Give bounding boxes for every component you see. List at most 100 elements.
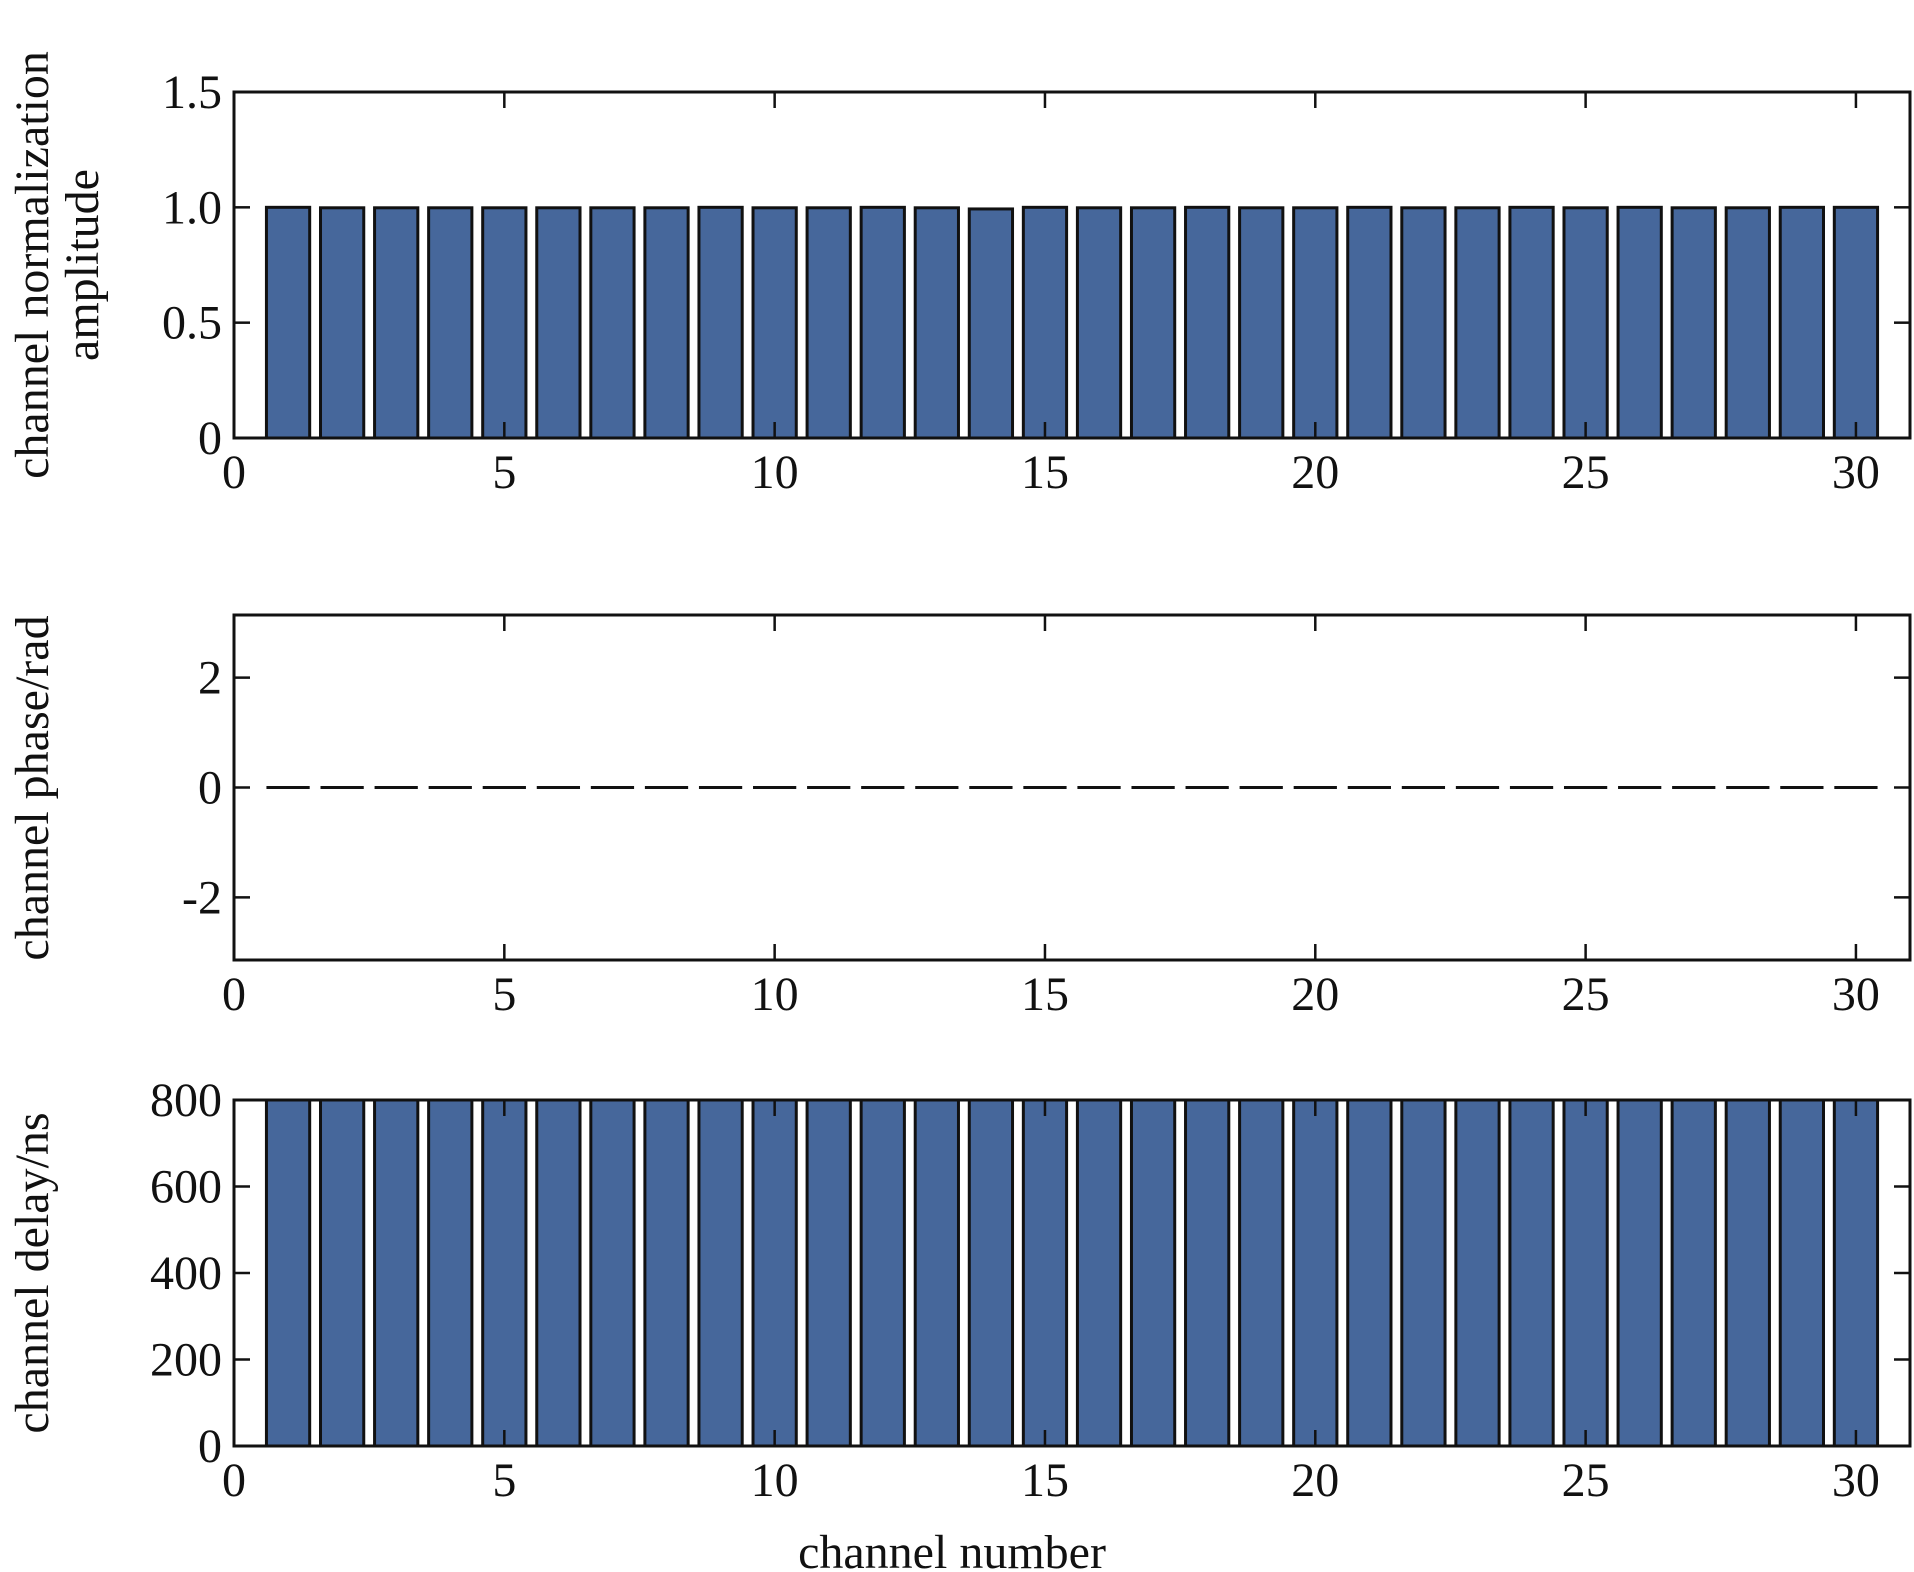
bar xyxy=(1670,1098,1717,1448)
bar xyxy=(1400,206,1447,440)
bar xyxy=(1021,205,1069,440)
bar xyxy=(967,207,1015,440)
y-tick-label: -2 xyxy=(182,871,222,924)
bar xyxy=(1562,1098,1609,1448)
bar xyxy=(805,1098,852,1448)
x-tick-label: 0 xyxy=(222,446,246,499)
bar xyxy=(1129,1098,1177,1448)
bar xyxy=(805,206,852,440)
bar xyxy=(319,206,366,440)
y-axis-label: channel phase/rad xyxy=(6,615,59,960)
x-tick-label: 15 xyxy=(1021,446,1069,499)
bar xyxy=(589,206,636,440)
bar xyxy=(1238,206,1285,440)
bar xyxy=(1021,1098,1069,1448)
bar xyxy=(643,1098,690,1448)
y-tick-label: 0 xyxy=(198,412,222,465)
bar xyxy=(1292,1098,1339,1448)
x-tick-label: 30 xyxy=(1832,968,1880,1021)
x-tick-label: 10 xyxy=(751,446,799,499)
bar xyxy=(319,1098,366,1448)
y-tick-label: 800 xyxy=(150,1074,222,1127)
bar xyxy=(1562,206,1609,440)
bar xyxy=(427,206,474,440)
bar xyxy=(913,1098,960,1448)
bar xyxy=(1292,206,1339,440)
x-tick-label: 30 xyxy=(1832,446,1880,499)
x-tick-label: 0 xyxy=(222,1454,246,1507)
bar xyxy=(1724,206,1771,440)
bar xyxy=(697,1098,744,1448)
bar xyxy=(589,1098,636,1448)
x-tick-label: 5 xyxy=(492,968,516,1021)
bar xyxy=(967,1098,1015,1448)
panel-1: 0 5 10 15 20 25 30 0 0.5 1.0 1.5 channel normalizat… xyxy=(6,51,1912,499)
bar xyxy=(1454,206,1501,440)
bar xyxy=(1670,206,1717,440)
bar xyxy=(1508,205,1555,440)
bar xyxy=(1616,1098,1663,1448)
bar xyxy=(1184,205,1231,440)
x-tick-label: 20 xyxy=(1291,1454,1339,1507)
x-tick-label: 0 xyxy=(222,968,246,1021)
bar xyxy=(1832,1098,1880,1448)
panel-3: 0 5 10 15 20 25 30 0 200 400 600 800 channel delay/n… xyxy=(6,1074,1912,1572)
bar xyxy=(1184,1098,1231,1448)
bar xyxy=(264,205,312,440)
bar xyxy=(1508,1098,1555,1448)
y-tick-label: 2 xyxy=(198,652,222,705)
bar xyxy=(535,206,582,440)
bar xyxy=(1724,1098,1771,1448)
x-axis-label: channel number xyxy=(798,1526,1106,1572)
x-tick-label: 5 xyxy=(492,446,516,499)
x-tick-label: 15 xyxy=(1021,968,1069,1021)
bar xyxy=(264,1098,312,1448)
y-tick-label: 200 xyxy=(150,1334,222,1387)
y-tick-label: 1.5 xyxy=(162,66,222,119)
x-tick-label: 20 xyxy=(1291,446,1339,499)
bar xyxy=(697,205,744,440)
bar xyxy=(859,205,906,440)
y-axis-label: channel normalization xyxy=(6,51,59,479)
y-tick-label: 0 xyxy=(198,1420,222,1473)
y-axis-label: channel delay/ns xyxy=(6,1112,59,1433)
bar xyxy=(373,206,420,440)
bar xyxy=(481,1098,528,1448)
x-tick-label: 10 xyxy=(751,1454,799,1507)
bar xyxy=(913,206,960,440)
bar xyxy=(1400,1098,1447,1448)
y-tick-label: 0 xyxy=(198,762,222,815)
x-tick-label: 5 xyxy=(492,1454,516,1507)
bar xyxy=(1075,1098,1123,1448)
bar xyxy=(1778,1098,1825,1448)
x-tick-label: 25 xyxy=(1562,446,1610,499)
bar xyxy=(1238,1098,1285,1448)
x-tick-label: 20 xyxy=(1291,968,1339,1021)
x-tick-label: 25 xyxy=(1562,968,1610,1021)
bar xyxy=(1075,206,1123,440)
x-tick-label: 30 xyxy=(1832,1454,1880,1507)
bar xyxy=(751,1098,798,1448)
y-tick-label: 0.5 xyxy=(162,297,222,350)
bar xyxy=(859,1098,906,1448)
bar xyxy=(1832,205,1880,440)
bar xyxy=(643,206,690,440)
bar xyxy=(427,1098,474,1448)
x-tick-label: 10 xyxy=(751,968,799,1021)
bar xyxy=(535,1098,582,1448)
y-tick-label: 1.0 xyxy=(162,181,222,234)
bar xyxy=(1616,205,1663,440)
bar xyxy=(751,206,798,440)
x-tick-label: 25 xyxy=(1562,1454,1610,1507)
bar xyxy=(1129,206,1177,440)
bar xyxy=(373,1098,420,1448)
y-axis-label: amplitude xyxy=(56,169,109,361)
bar xyxy=(1346,1098,1393,1448)
bar xyxy=(1778,205,1825,440)
plot-frame xyxy=(232,90,1912,440)
bar xyxy=(1346,205,1393,440)
x-tick-label: 15 xyxy=(1021,1454,1069,1507)
bar xyxy=(481,206,528,440)
